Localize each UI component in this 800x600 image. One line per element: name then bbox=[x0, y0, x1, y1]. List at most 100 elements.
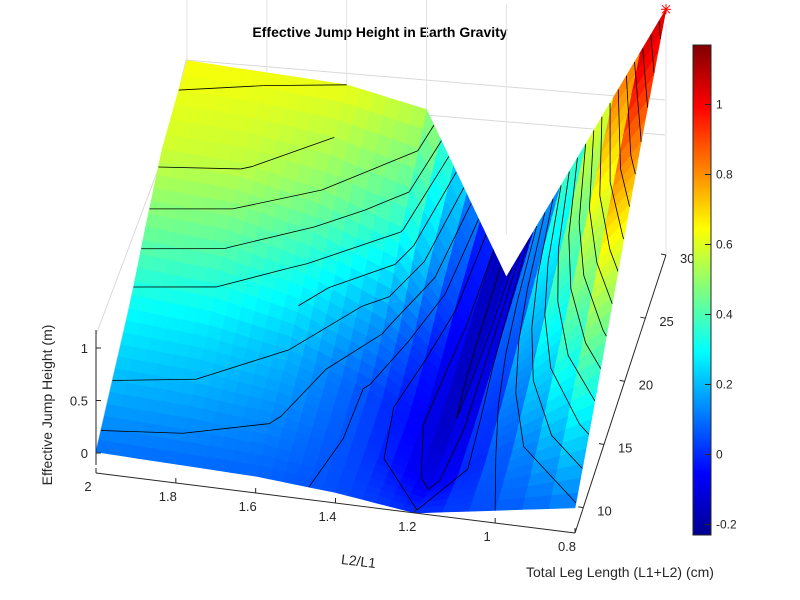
contour-line bbox=[289, 263, 308, 269]
contour-line bbox=[506, 239, 529, 317]
contour-line bbox=[408, 140, 442, 193]
contour-line bbox=[298, 287, 329, 307]
y-axis-label: Total Leg Length (L1+L2) (cm) bbox=[526, 564, 714, 580]
contour-line bbox=[476, 265, 502, 342]
y-tick-mark-4 bbox=[660, 253, 667, 256]
contour-line bbox=[495, 253, 521, 330]
colorbar-ticks: -0.2 0 0.2 0.4 0.6 0.8 1 bbox=[705, 98, 737, 532]
contour-line bbox=[551, 435, 583, 469]
contour-line bbox=[494, 457, 497, 511]
surface-patch bbox=[101, 415, 118, 431]
contour-line bbox=[325, 333, 383, 370]
contour-line bbox=[413, 171, 457, 246]
z-axis: 00.51 Effective Jump Height (m) bbox=[39, 325, 101, 486]
contour-line bbox=[495, 405, 499, 458]
contour-line bbox=[589, 130, 595, 209]
x-tick-label-1: 1.8 bbox=[159, 489, 177, 504]
contour-line bbox=[532, 380, 553, 436]
back-edge-top bbox=[185, 59, 666, 101]
contour-line bbox=[416, 468, 469, 511]
contour-line bbox=[308, 438, 344, 488]
contour-line bbox=[550, 367, 580, 425]
contour-line bbox=[422, 375, 445, 426]
contour-line bbox=[583, 275, 604, 331]
z-tick-marks: 00.51 bbox=[70, 341, 101, 461]
contour-line bbox=[383, 458, 418, 511]
contour-line bbox=[216, 267, 290, 288]
contour-line bbox=[557, 249, 559, 302]
contour-line bbox=[531, 327, 534, 381]
contour-line bbox=[497, 353, 507, 406]
x-tick-label-0: 2 bbox=[84, 479, 91, 494]
y-tick-label-0: 10 bbox=[597, 504, 611, 519]
contour-line bbox=[585, 342, 601, 369]
contour-line bbox=[444, 325, 467, 376]
contour-line bbox=[578, 222, 585, 276]
contour-line bbox=[625, 75, 632, 156]
contour-line bbox=[578, 144, 586, 223]
contour-line bbox=[183, 423, 270, 434]
y-tick-label-2: 20 bbox=[639, 377, 653, 392]
surface-patch bbox=[159, 148, 176, 165]
contour-line bbox=[456, 392, 468, 419]
contour-line bbox=[195, 349, 289, 380]
contour-line bbox=[434, 203, 472, 278]
contour-line bbox=[363, 383, 371, 389]
z-tick-label-2: 1 bbox=[81, 341, 88, 356]
contour-line bbox=[388, 261, 425, 298]
y-tick-mark-3 bbox=[640, 316, 646, 319]
contour-line bbox=[544, 262, 549, 315]
contour-line bbox=[599, 195, 611, 250]
y-axis-line bbox=[574, 254, 667, 534]
contour-line bbox=[622, 236, 625, 240]
contour-line bbox=[634, 62, 642, 142]
contour-line bbox=[420, 477, 429, 490]
y-tick-label-3: 25 bbox=[659, 314, 673, 329]
contour-line bbox=[100, 430, 184, 434]
x-tick-label-6: 0.8 bbox=[558, 539, 576, 554]
contour-line bbox=[400, 229, 404, 233]
contour-line bbox=[423, 187, 465, 262]
x-tick-label-2: 1.6 bbox=[239, 499, 257, 514]
surface-patch bbox=[521, 495, 552, 510]
contour-line bbox=[480, 366, 494, 419]
contour-line bbox=[381, 324, 391, 335]
colorbar-tick-label-0: -0.2 bbox=[716, 518, 737, 532]
contour-line bbox=[658, 20, 661, 39]
colorbar-tick-label-3: 0.4 bbox=[716, 308, 733, 322]
surface-patch bbox=[95, 439, 113, 455]
contour-line bbox=[609, 181, 624, 237]
colorbar: -0.2 0 0.2 0.4 0.6 0.8 1 bbox=[692, 44, 737, 536]
contour-line bbox=[485, 267, 513, 344]
contour-line bbox=[515, 340, 520, 394]
contour-line bbox=[364, 191, 410, 211]
contour-line bbox=[570, 288, 587, 344]
contour-line bbox=[466, 342, 487, 394]
contour-line bbox=[361, 296, 390, 307]
contour-line bbox=[233, 226, 315, 247]
colorbar-gradient bbox=[692, 44, 712, 536]
contour-line bbox=[466, 250, 494, 326]
contour-line bbox=[444, 218, 480, 294]
contour-line bbox=[280, 368, 327, 417]
x-axis-label: L2/L1 bbox=[340, 551, 377, 571]
contour-line bbox=[547, 185, 562, 263]
contour-line bbox=[620, 168, 630, 207]
contour-line bbox=[428, 479, 441, 490]
contour-line bbox=[393, 358, 427, 408]
colorbar-tick-label-1: 0 bbox=[716, 448, 723, 462]
contour-line bbox=[642, 48, 649, 108]
contour-line bbox=[224, 245, 234, 250]
z-axis-label: Effective Jump Height (m) bbox=[39, 325, 55, 486]
contour-line bbox=[617, 89, 621, 169]
contour-line bbox=[420, 425, 424, 478]
colorbar-tick-label-6: 1 bbox=[716, 98, 723, 112]
contour-line bbox=[602, 330, 607, 337]
contour-line bbox=[462, 341, 478, 393]
contour-line bbox=[609, 249, 619, 272]
y-axis: 10 15 20 25 30 Total Leg Length (L1+L2) (cm) bbox=[526, 251, 714, 580]
colorbar-tick-label-5: 0.8 bbox=[716, 168, 733, 182]
contour-line bbox=[178, 85, 264, 91]
contour-line bbox=[417, 124, 435, 151]
